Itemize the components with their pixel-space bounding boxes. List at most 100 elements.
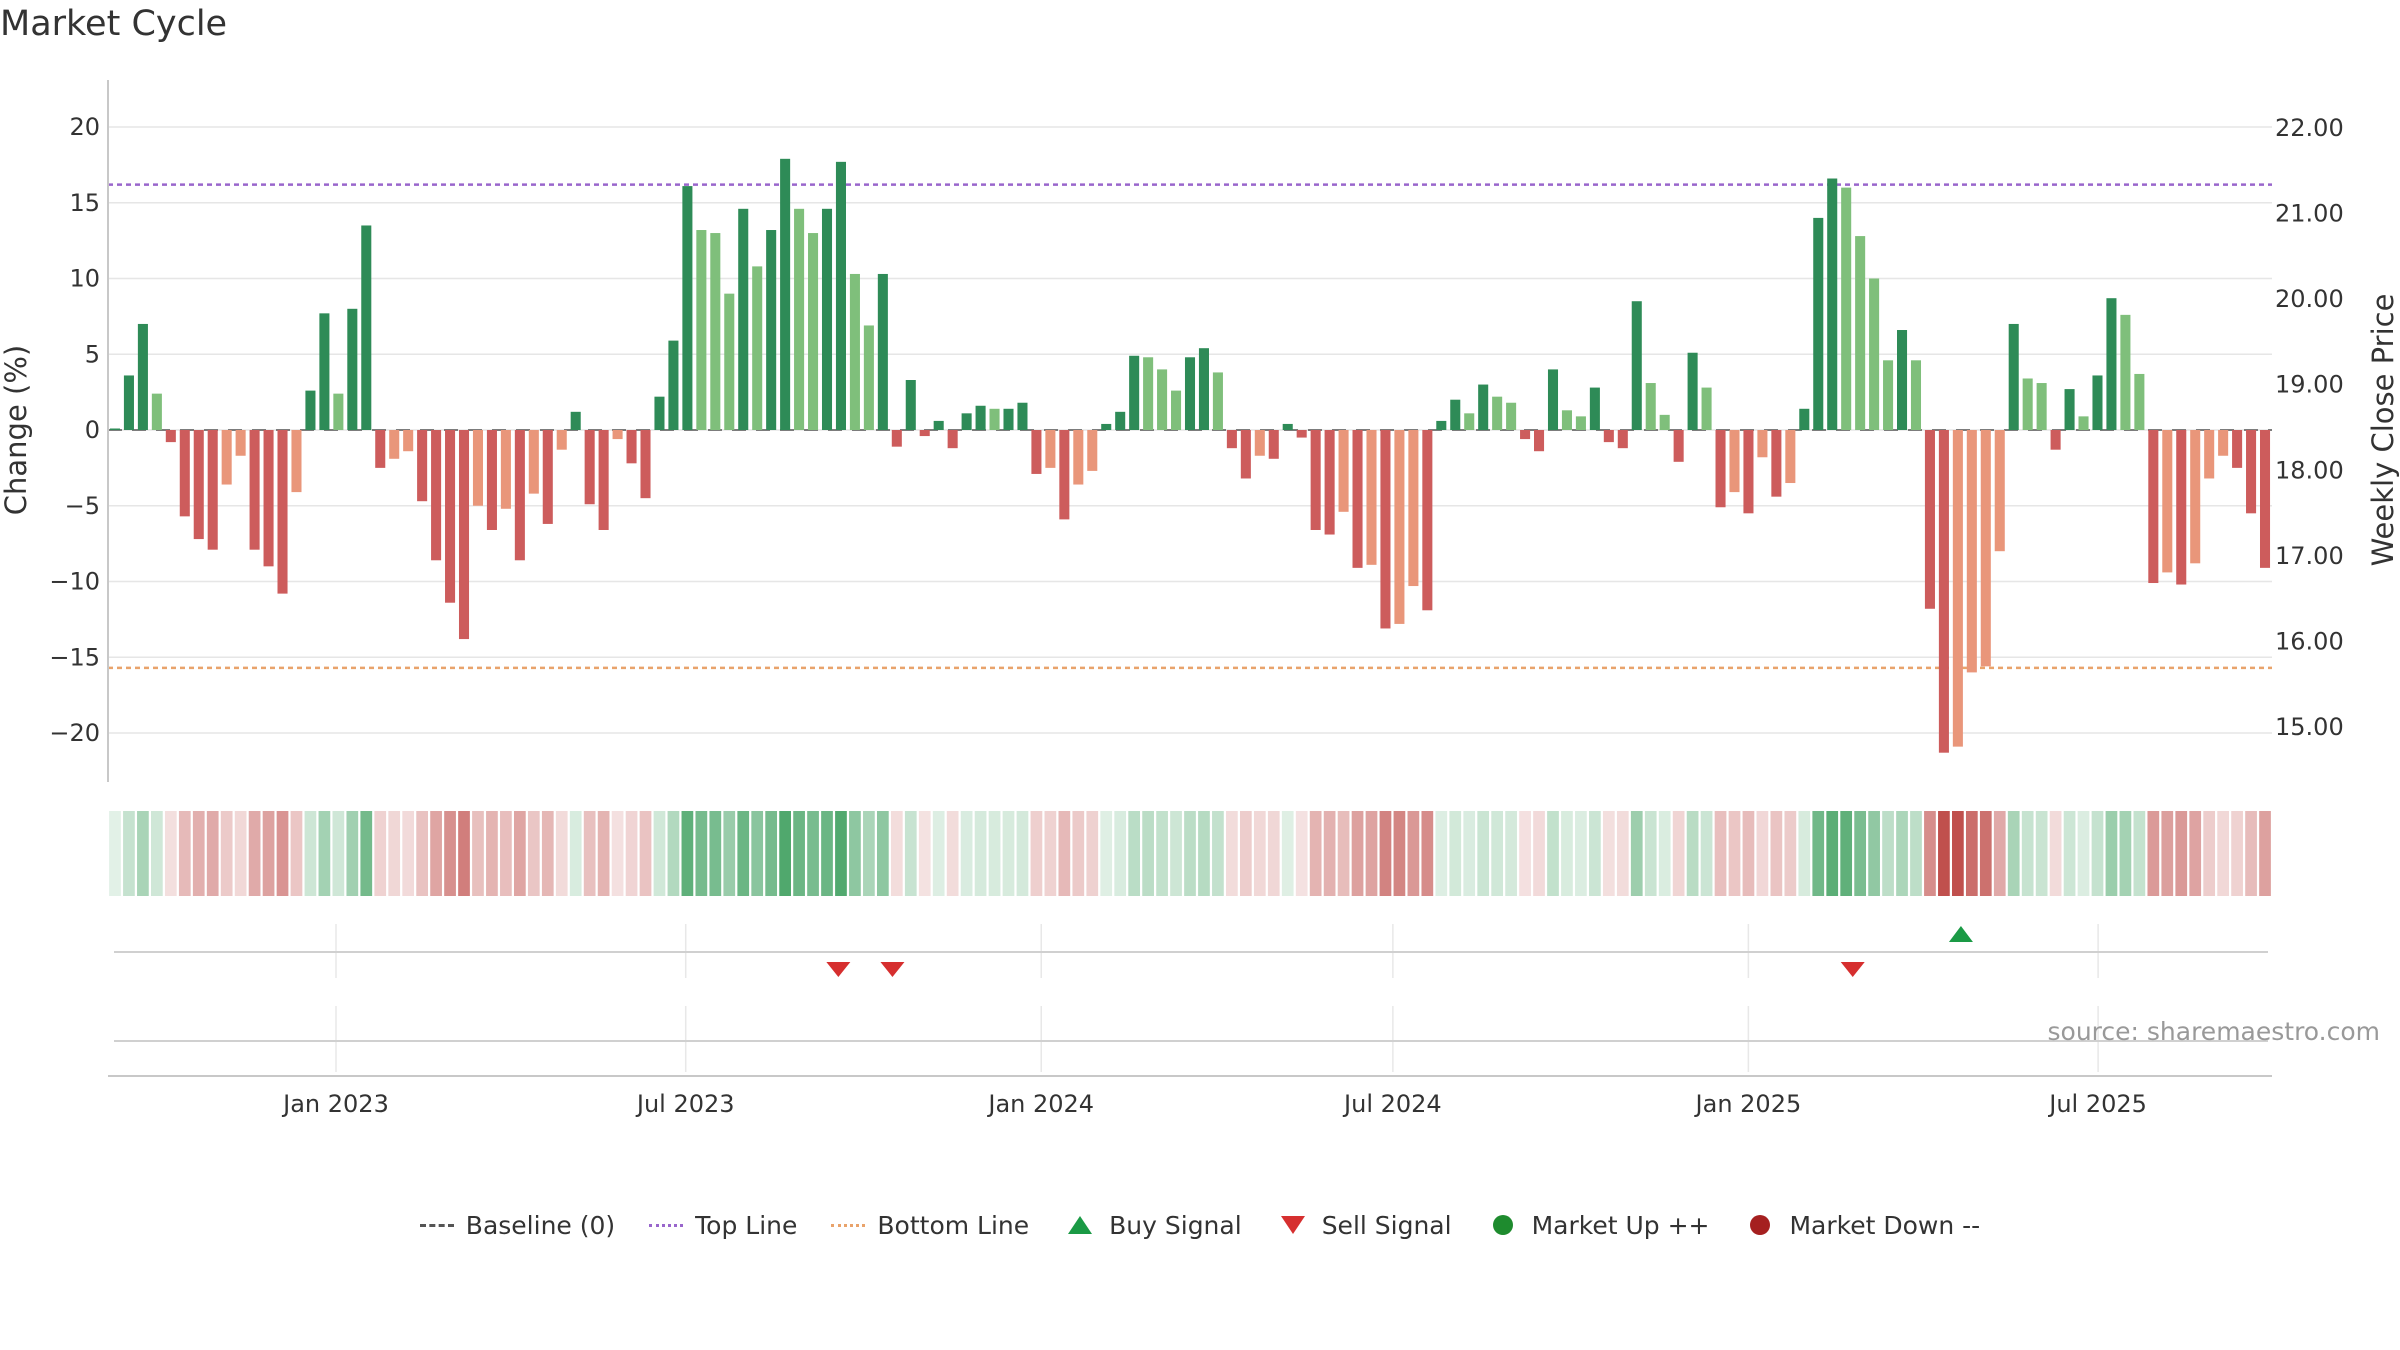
circle-green-icon xyxy=(1492,1215,1513,1235)
legend-item[interactable]: Market Up ++ xyxy=(1486,1210,1710,1240)
heat-cell xyxy=(2007,811,2020,896)
bar xyxy=(1855,236,1866,430)
heat-cell xyxy=(1784,811,1797,896)
y2-tick-label: 16.00 xyxy=(2275,627,2344,655)
legend-item[interactable]: Baseline (0) xyxy=(419,1211,615,1240)
heat-cell xyxy=(1086,811,1099,896)
legend: Baseline (0) Top Line Bottom Line Buy Signa… xyxy=(0,1205,2400,1245)
heat-cell xyxy=(262,811,275,896)
bar xyxy=(2092,375,2103,430)
bar xyxy=(1743,430,1754,514)
heat-cell xyxy=(192,811,205,896)
heat-cell xyxy=(807,811,819,896)
bar xyxy=(2022,378,2033,430)
heat-cell xyxy=(1253,811,1266,896)
heat-cell xyxy=(402,811,415,896)
bar xyxy=(584,430,595,505)
bar xyxy=(947,430,958,449)
bar xyxy=(696,230,707,430)
bar xyxy=(486,430,497,530)
heat-cell xyxy=(2091,811,2104,896)
heat-cell xyxy=(444,811,456,896)
heat-cell xyxy=(1379,811,1392,896)
heat-cell xyxy=(2035,811,2048,896)
heat-cell xyxy=(234,811,247,896)
bar xyxy=(2148,430,2159,584)
bar xyxy=(1534,430,1545,452)
bar xyxy=(445,430,456,603)
bar xyxy=(1422,430,1433,611)
bar xyxy=(1087,430,1098,471)
legend-label: Market Down -- xyxy=(1789,1210,1981,1240)
bar xyxy=(1115,411,1126,430)
bar xyxy=(1408,430,1419,587)
bar xyxy=(794,208,805,430)
bar xyxy=(1478,384,1489,430)
bar xyxy=(1896,330,1908,430)
heat-cell xyxy=(1267,811,1280,896)
legend-label: Market Up ++ xyxy=(1531,1210,1710,1240)
heat-cell xyxy=(1281,811,1294,896)
heat-cell xyxy=(2245,811,2257,896)
bar xyxy=(1617,430,1628,449)
heat-cell xyxy=(2133,811,2146,896)
bar xyxy=(2259,430,2271,568)
heat-cell xyxy=(2119,811,2132,896)
heat-cell xyxy=(737,811,750,896)
legend-item[interactable]: Market Down -- xyxy=(1743,1211,1980,1240)
heat-cell xyxy=(1044,811,1057,896)
heat-cell xyxy=(1868,811,1880,896)
heat-cell xyxy=(821,811,833,896)
bar xyxy=(1799,408,1810,430)
heat-cell xyxy=(583,811,596,896)
bar xyxy=(2106,298,2117,430)
bar xyxy=(193,430,204,540)
heat-cell xyxy=(1672,811,1685,896)
legend-item[interactable]: Sell Signal xyxy=(1276,1211,1452,1240)
bar xyxy=(1701,387,1712,430)
bar xyxy=(1603,430,1614,443)
bar xyxy=(989,408,1000,430)
bar xyxy=(1045,430,1056,468)
heat-cell xyxy=(1365,811,1378,896)
heat-cell xyxy=(695,811,708,896)
legend-item[interactable]: Bottom Line xyxy=(831,1211,1029,1240)
heat-cell xyxy=(1100,811,1113,896)
heat-cell xyxy=(206,811,219,896)
bar xyxy=(1575,416,1586,430)
bar xyxy=(403,430,414,452)
heat-cell xyxy=(1491,811,1504,896)
heat-cell xyxy=(1505,811,1517,896)
bar xyxy=(361,225,372,430)
legend-item[interactable]: Buy Signal xyxy=(1063,1211,1242,1240)
bar xyxy=(1282,423,1293,430)
bar xyxy=(556,430,567,450)
bar xyxy=(542,430,553,524)
y-axis-title: Change (%) xyxy=(0,345,33,515)
heat-cell xyxy=(1965,811,1978,896)
y-tick-label: 20 xyxy=(69,113,100,141)
heat-cell xyxy=(123,811,135,896)
heat-cell xyxy=(276,811,289,896)
bar xyxy=(780,158,791,430)
legend-item[interactable]: Top Line xyxy=(649,1211,797,1240)
bar xyxy=(1841,187,1852,430)
heat-cell xyxy=(1616,811,1629,896)
heat-cell xyxy=(527,811,540,896)
bar xyxy=(1869,278,1880,430)
heat-cell xyxy=(1993,811,2006,896)
bar xyxy=(1352,430,1363,568)
bar xyxy=(1729,430,1740,493)
bar xyxy=(1073,430,1084,485)
heat-cell xyxy=(1910,811,1922,896)
heat-cell xyxy=(667,811,680,896)
y-tick-label: −5 xyxy=(65,492,100,520)
heat-cell xyxy=(709,811,722,896)
heat-cell xyxy=(1309,811,1322,896)
y-tick-label: −15 xyxy=(49,643,100,671)
heat-cell xyxy=(2231,811,2243,896)
heat-cell xyxy=(1798,811,1811,896)
heat-cell xyxy=(1142,811,1154,896)
heat-cell xyxy=(1239,811,1252,896)
heat-cell xyxy=(1477,811,1490,896)
